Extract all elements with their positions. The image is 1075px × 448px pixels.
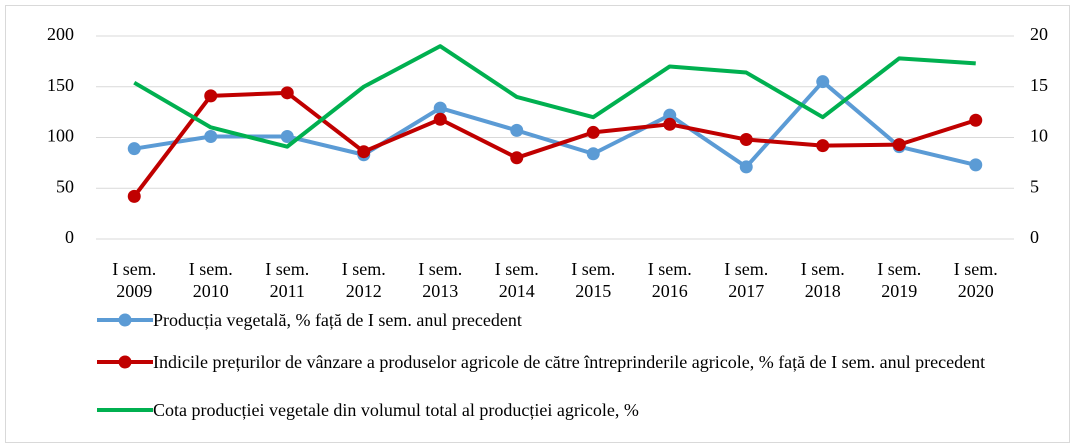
y2-tick-label: 10 <box>1030 126 1048 146</box>
y-tick-label: 150 <box>47 75 74 95</box>
legend-marker <box>118 355 132 369</box>
x-tick-label: I sem. 2010 <box>188 259 233 301</box>
x-tick-label: I sem. 2019 <box>877 259 922 301</box>
data-point <box>433 112 447 126</box>
data-point <box>969 158 983 172</box>
y-tick-label: 200 <box>47 24 74 44</box>
x-tick-label: I sem. 2012 <box>341 259 386 301</box>
data-point <box>357 145 371 159</box>
x-tick-label: I sem. 2013 <box>418 259 463 301</box>
x-tick-label: I sem. 2017 <box>724 259 769 301</box>
x-tick-label: I sem. 2016 <box>647 259 692 301</box>
data-point <box>586 147 600 161</box>
data-point <box>433 101 447 115</box>
x-tick-label: I sem. 2020 <box>953 259 998 301</box>
data-point <box>280 129 294 143</box>
data-point <box>663 117 677 131</box>
y2-tick-label: 0 <box>1030 227 1039 247</box>
legend-label: Cota producției vegetale din volumul tot… <box>153 400 639 420</box>
data-point <box>739 133 753 147</box>
data-point <box>510 151 524 165</box>
data-point <box>280 86 294 100</box>
data-point <box>739 160 753 174</box>
y-tick-label: 0 <box>65 227 74 247</box>
chart-border <box>5 5 1070 443</box>
legend-marker <box>118 313 132 327</box>
data-point <box>127 189 141 203</box>
legend-label: Producția vegetală, % față de I sem. anu… <box>153 310 522 330</box>
data-point <box>127 142 141 156</box>
y2-tick-label: 15 <box>1030 75 1048 95</box>
series-line <box>133 79 977 169</box>
y-tick-label: 100 <box>47 126 74 146</box>
x-tick-label: I sem. 2011 <box>265 259 310 301</box>
data-point <box>892 138 906 152</box>
data-point <box>204 129 218 143</box>
y-tick-label: 50 <box>56 176 74 196</box>
data-point <box>204 89 218 103</box>
data-point <box>663 108 677 122</box>
x-tick-label: I sem. 2015 <box>571 259 616 301</box>
y2-tick-label: 5 <box>1030 176 1039 196</box>
data-point <box>969 113 983 127</box>
y2-tick-label: 20 <box>1030 24 1048 44</box>
x-tick-label: I sem. 2009 <box>112 259 157 301</box>
x-tick-label: I sem. 2018 <box>800 259 845 301</box>
data-point <box>586 125 600 139</box>
x-tick-label: I sem. 2014 <box>494 259 539 301</box>
series-line <box>132 90 977 198</box>
data-point <box>816 139 830 153</box>
data-point <box>510 123 524 137</box>
data-point <box>816 75 830 89</box>
series-line <box>133 44 976 149</box>
legend-label: Indicile prețurilor de vânzare a produse… <box>153 352 986 372</box>
